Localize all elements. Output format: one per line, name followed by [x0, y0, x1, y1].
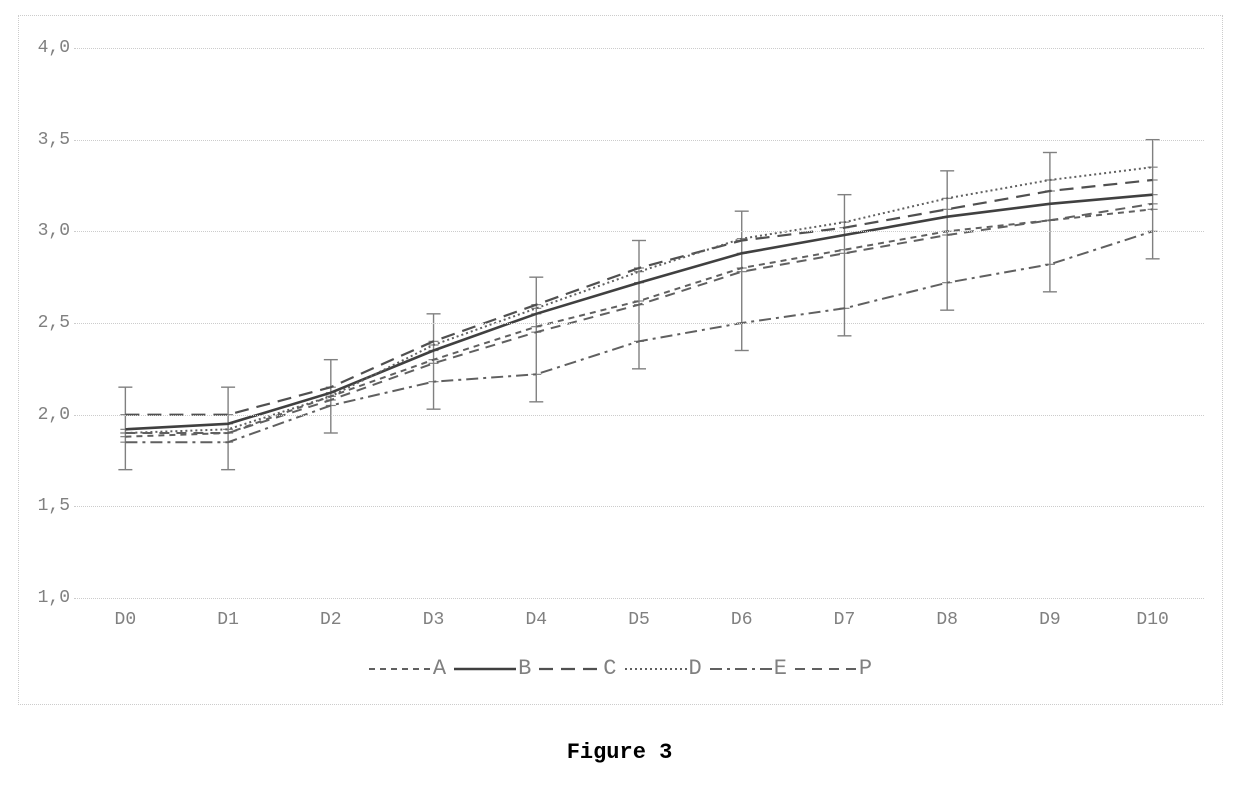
y-tick-label: 1,0: [14, 588, 70, 608]
legend-item-d: D: [625, 656, 702, 681]
legend-swatch-icon: [710, 661, 772, 677]
legend-label: C: [603, 656, 616, 681]
legend-item-a: A: [369, 656, 446, 681]
legend-item-c: C: [539, 656, 616, 681]
x-tick-label: D0: [115, 610, 137, 630]
error-bar: [940, 171, 954, 310]
gridline: [74, 415, 1204, 416]
x-tick-label: D1: [217, 610, 239, 630]
chart-frame: 1,01,52,02,53,03,54,0D0D1D2D3D4D5D6D7D8D…: [18, 15, 1223, 705]
error-bar: [1043, 153, 1057, 292]
gridline: [74, 506, 1204, 507]
gridline: [74, 598, 1204, 599]
legend-swatch-icon: [539, 661, 601, 677]
legend-label: B: [518, 656, 531, 681]
figure-caption: Figure 3: [0, 740, 1239, 765]
x-tick-label: D3: [423, 610, 445, 630]
x-tick-label: D5: [628, 610, 650, 630]
gridline: [74, 323, 1204, 324]
x-tick-label: D4: [525, 610, 547, 630]
error-bar: [529, 277, 543, 402]
gridline: [74, 48, 1204, 49]
x-tick-label: D8: [936, 610, 958, 630]
y-tick-label: 1,5: [14, 496, 70, 516]
y-tick-label: 3,5: [14, 130, 70, 150]
legend-swatch-icon: [369, 661, 431, 677]
plot-area: 1,01,52,02,53,03,54,0D0D1D2D3D4D5D6D7D8D…: [74, 48, 1204, 598]
x-tick-label: D6: [731, 610, 753, 630]
error-bar: [1146, 140, 1160, 259]
legend-swatch-icon: [454, 661, 516, 677]
x-tick-label: D7: [834, 610, 856, 630]
y-tick-label: 2,0: [14, 405, 70, 425]
legend-swatch-icon: [625, 661, 687, 677]
legend-label: E: [774, 656, 787, 681]
y-tick-label: 3,0: [14, 221, 70, 241]
legend: ABCDEP: [19, 656, 1222, 681]
legend-item-e: E: [710, 656, 787, 681]
y-tick-label: 2,5: [14, 313, 70, 333]
x-tick-label: D10: [1136, 610, 1168, 630]
gridline: [74, 231, 1204, 232]
legend-item-b: B: [454, 656, 531, 681]
gridline: [74, 140, 1204, 141]
y-tick-label: 4,0: [14, 38, 70, 58]
legend-swatch-icon: [795, 661, 857, 677]
error-bar: [837, 195, 851, 336]
legend-label: D: [689, 656, 702, 681]
legend-label: A: [433, 656, 446, 681]
legend-item-p: P: [795, 656, 872, 681]
error-bar: [221, 387, 235, 470]
x-tick-label: D9: [1039, 610, 1061, 630]
legend-label: P: [859, 656, 872, 681]
x-tick-label: D2: [320, 610, 342, 630]
